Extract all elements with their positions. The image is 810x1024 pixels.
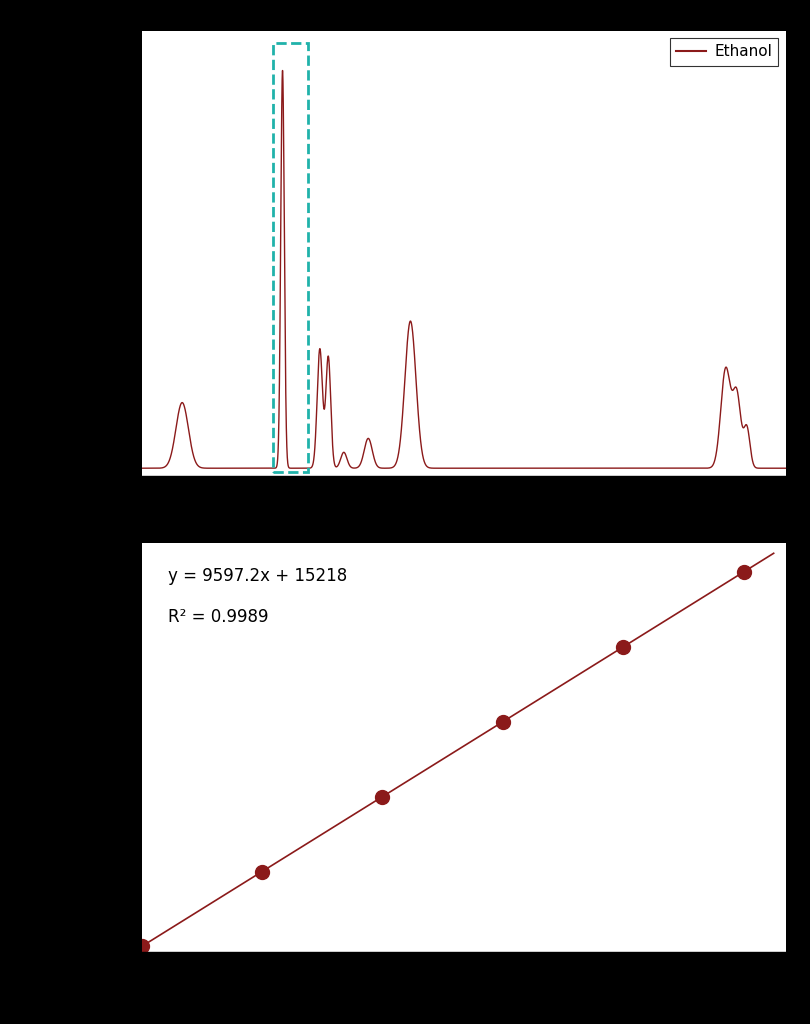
Point bbox=[256, 863, 269, 880]
Y-axis label: Area of Ethanol Band at 884 cm⁻¹: Area of Ethanol Band at 884 cm⁻¹ bbox=[118, 607, 136, 888]
Y-axis label: Intensity (a.u.): Intensity (a.u.) bbox=[118, 187, 136, 319]
Bar bbox=[273, 43, 309, 472]
Point bbox=[497, 714, 509, 730]
Point bbox=[737, 564, 750, 581]
Text: a): a) bbox=[68, 17, 93, 37]
X-axis label: Raman shift (cm⁻¹): Raman shift (cm⁻¹) bbox=[378, 507, 549, 524]
Text: R² = 0.9989: R² = 0.9989 bbox=[168, 608, 268, 627]
Point bbox=[616, 639, 629, 655]
Text: b): b) bbox=[68, 522, 94, 543]
X-axis label: Ethanol %: Ethanol % bbox=[418, 983, 509, 1000]
Text: y = 9597.2x + 15218: y = 9597.2x + 15218 bbox=[168, 567, 347, 586]
Point bbox=[376, 788, 389, 805]
Point bbox=[135, 938, 148, 954]
Legend: Ethanol: Ethanol bbox=[670, 38, 778, 66]
